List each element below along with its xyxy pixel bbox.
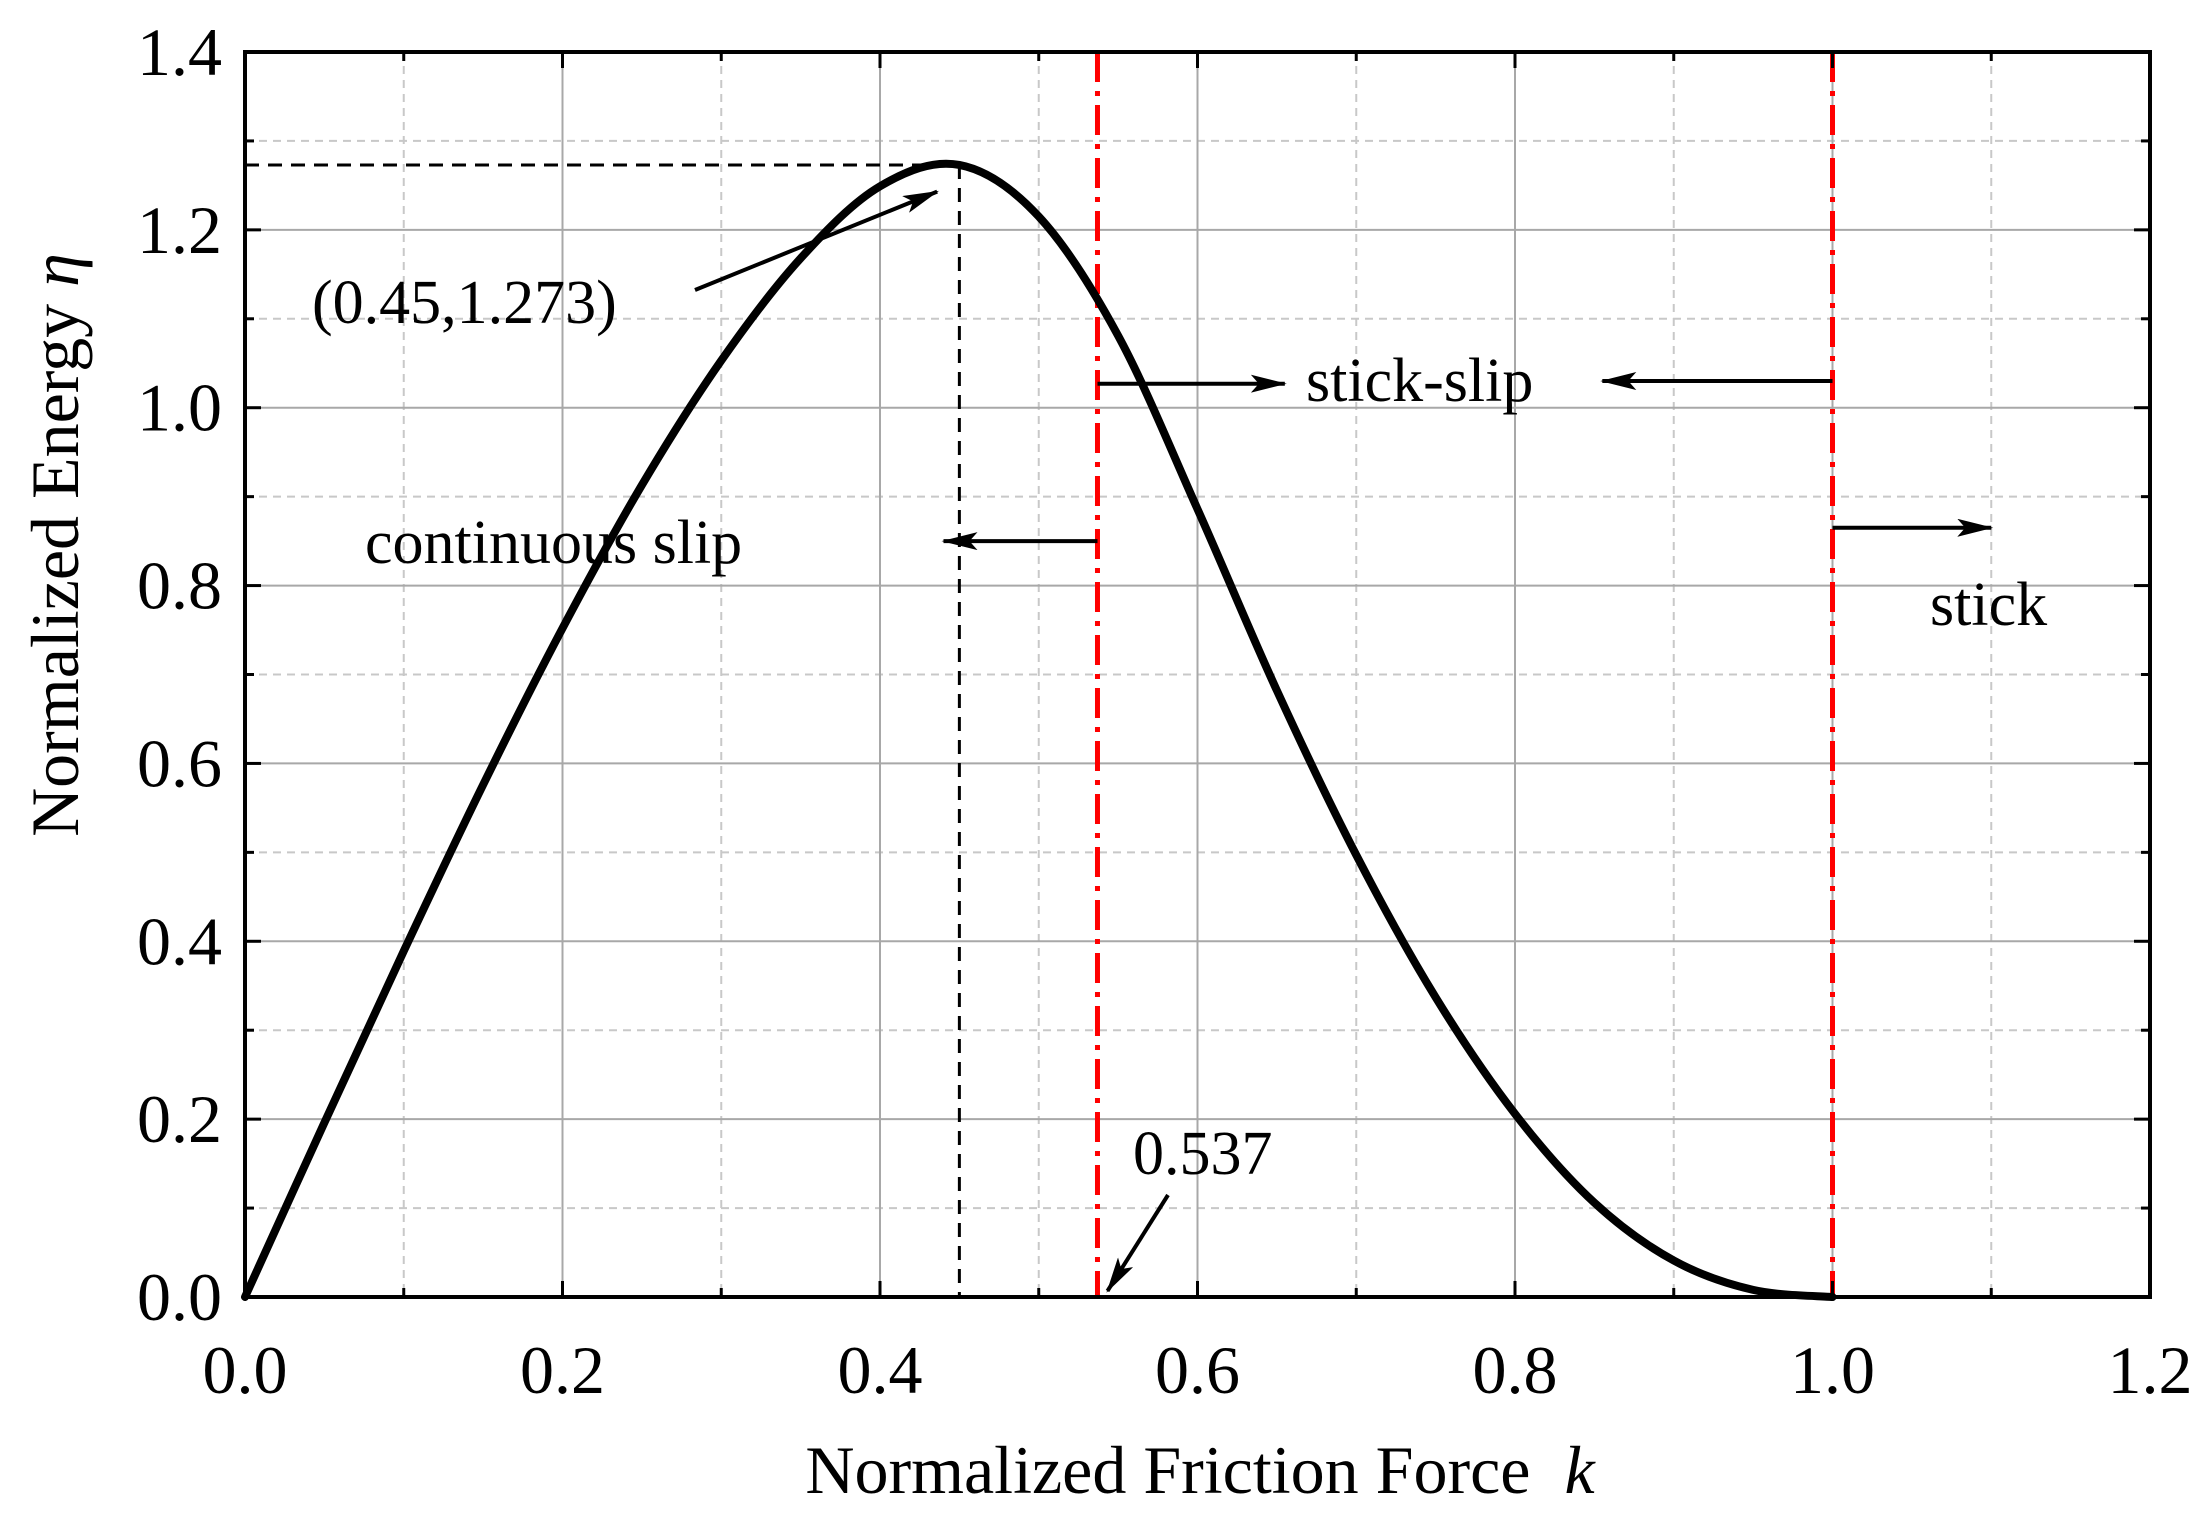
- y-tick-label: 0.6: [137, 725, 222, 801]
- x-tick-label: 0.8: [1473, 1332, 1558, 1408]
- series-layer: [241, 159, 1837, 1301]
- series-line: [241, 159, 1837, 1301]
- y-tick-label: 1.2: [137, 192, 222, 268]
- x-axis-title: Normalized Friction Force k: [805, 1432, 1596, 1508]
- x-tick-label: 0.2: [520, 1332, 605, 1408]
- y-tick-label: 0.2: [137, 1081, 222, 1157]
- x-tick-label: 0.4: [838, 1332, 923, 1408]
- y-tick-label: 1.4: [137, 14, 222, 90]
- threshold-label: 0.537: [1133, 1120, 1273, 1188]
- x-tick-label: 0.6: [1155, 1332, 1240, 1408]
- reference-lines: [245, 52, 1835, 1297]
- region-stick-label: stick: [1930, 571, 2047, 639]
- y-tick-labels: 0.0 0.2 0.4 0.6 0.8 1.0 1.2 1.4: [137, 14, 222, 1335]
- threshold-label-arrow: [1105, 1193, 1170, 1293]
- y-tick-label: 0.0: [137, 1259, 222, 1335]
- y-tick-label: 0.8: [137, 548, 222, 624]
- region-continuous-slip-label: continuous slip: [365, 509, 742, 577]
- peak-label-arrow: [694, 189, 940, 292]
- region-stick-slip-label: stick-slip: [1306, 347, 1533, 415]
- x-tick-label: 1.2: [2108, 1332, 2193, 1408]
- peak-label: (0.45,1.273): [312, 269, 617, 337]
- y-tick-label: 0.4: [137, 903, 222, 979]
- y-axis-title: Normalized Energy η: [17, 253, 93, 837]
- axis-ticks: [243, 50, 2152, 1299]
- annotation-arrows: [694, 189, 1994, 1293]
- x-tick-label: 1.0: [1790, 1332, 1875, 1408]
- x-tick-label: 0.0: [203, 1332, 288, 1408]
- y-tick-label: 1.0: [137, 370, 222, 446]
- x-tick-labels: 0.0 0.2 0.4 0.6 0.8 1.0 1.2: [203, 1332, 2193, 1408]
